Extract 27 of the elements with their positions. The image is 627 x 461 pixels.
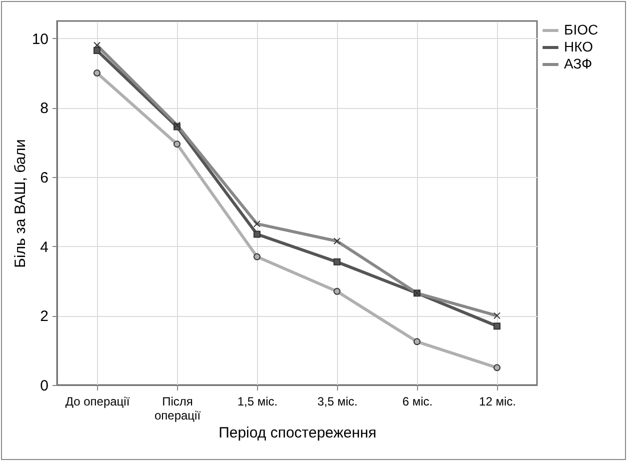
- legend-label: НКО: [564, 38, 594, 54]
- y-tick-label: 10: [32, 30, 48, 48]
- point: [94, 70, 100, 76]
- point: [94, 46, 100, 54]
- y-tick-label: 6: [40, 170, 48, 186]
- point: [414, 338, 420, 346]
- x-tick-label: Після операції: [154, 394, 202, 422]
- point: [254, 253, 260, 260]
- x-tick-label: 6 міс.: [402, 394, 433, 408]
- x-tick-label: 12 міс.: [479, 394, 516, 408]
- x-tick-label: 3,5 міс.: [317, 394, 358, 408]
- point: [174, 140, 180, 148]
- legend-label: АЗФ: [564, 56, 592, 72]
- y-tick-label: 4: [40, 238, 48, 256]
- y-axis-title: Біль за ВАШ, бали: [12, 139, 29, 268]
- point: [494, 322, 500, 330]
- y-tick-label: 0: [40, 378, 48, 394]
- y-tick-label: 2: [40, 308, 48, 326]
- x-tick-label: До операції: [65, 394, 130, 408]
- x-axis-title: Період спостереження: [218, 424, 376, 442]
- point: [334, 288, 340, 295]
- point: [494, 364, 500, 372]
- point: [334, 258, 340, 266]
- point: [254, 230, 260, 238]
- y-tick-label: 8: [40, 100, 48, 118]
- x-tick-label: 1,5 міс.: [237, 394, 278, 408]
- legend-label: БІОС: [564, 22, 598, 38]
